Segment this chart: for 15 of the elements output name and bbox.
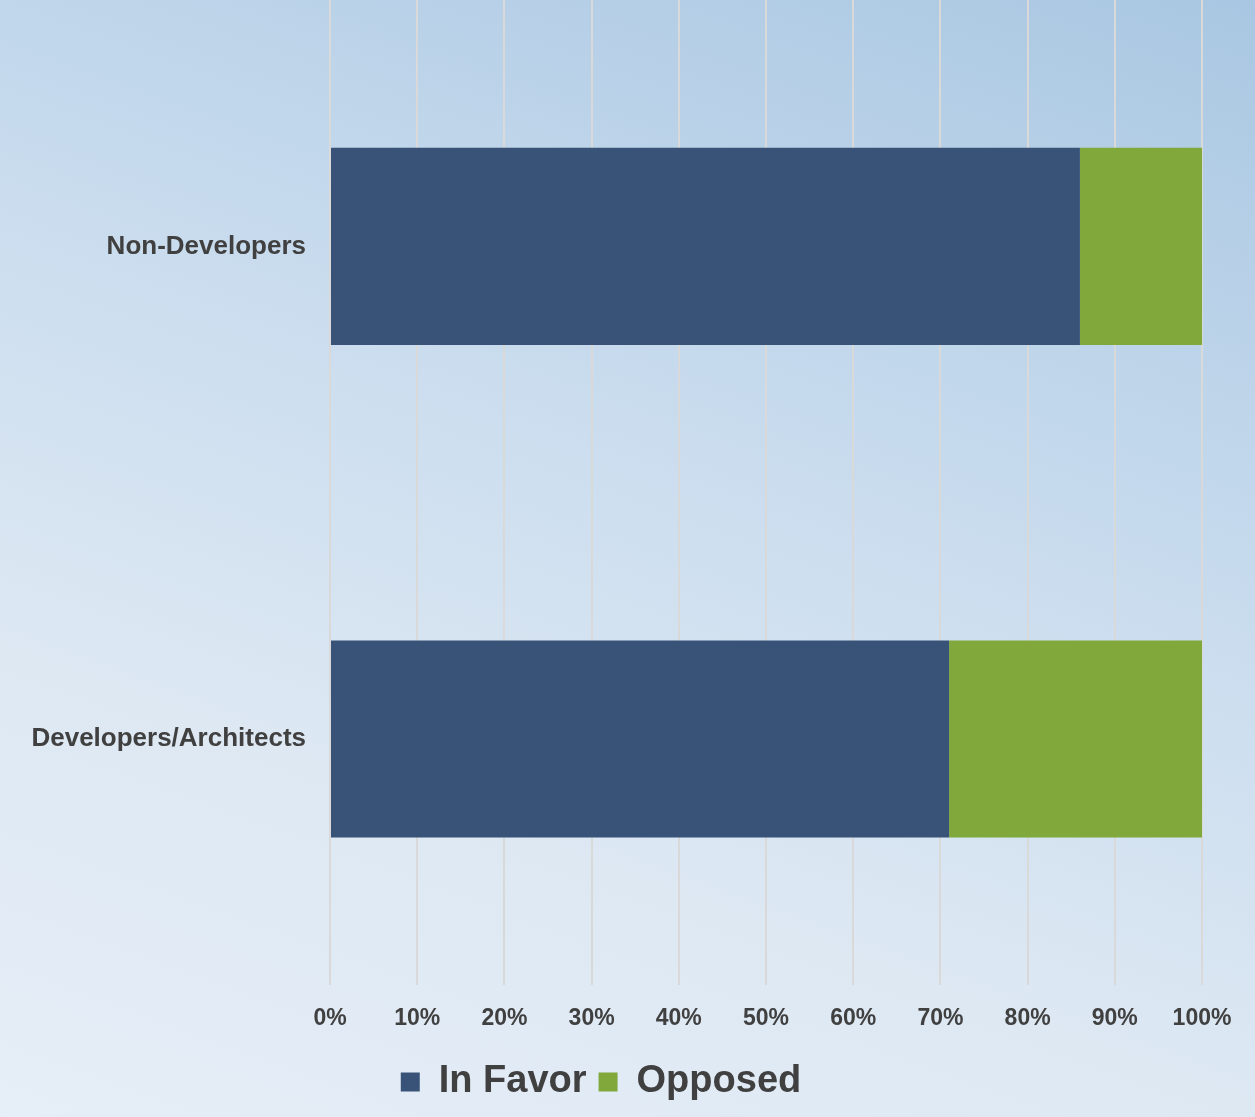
y-tick-label: Developers/Architects (31, 722, 306, 753)
x-tick-label: 50% (742, 1003, 790, 1030)
x-tick-label: 100% (1172, 1003, 1232, 1030)
y-tick-label: Non-Developers (106, 229, 306, 260)
x-tick-label: 10% (394, 1003, 441, 1030)
x-tick-label: 30% (568, 1003, 615, 1030)
legend-label: Opposed (636, 1058, 802, 1101)
x-tick-label: 90% (1091, 1003, 1138, 1030)
x-tick-label: 80% (1004, 1003, 1051, 1030)
legend-label: In Favor (438, 1058, 587, 1101)
x-tick-label: 0% (313, 1003, 347, 1030)
x-tick-label: 40% (655, 1003, 702, 1030)
x-tick-label: 70% (917, 1003, 964, 1030)
x-tick-label: 60% (830, 1003, 877, 1030)
x-tick-label: 20% (481, 1003, 528, 1030)
